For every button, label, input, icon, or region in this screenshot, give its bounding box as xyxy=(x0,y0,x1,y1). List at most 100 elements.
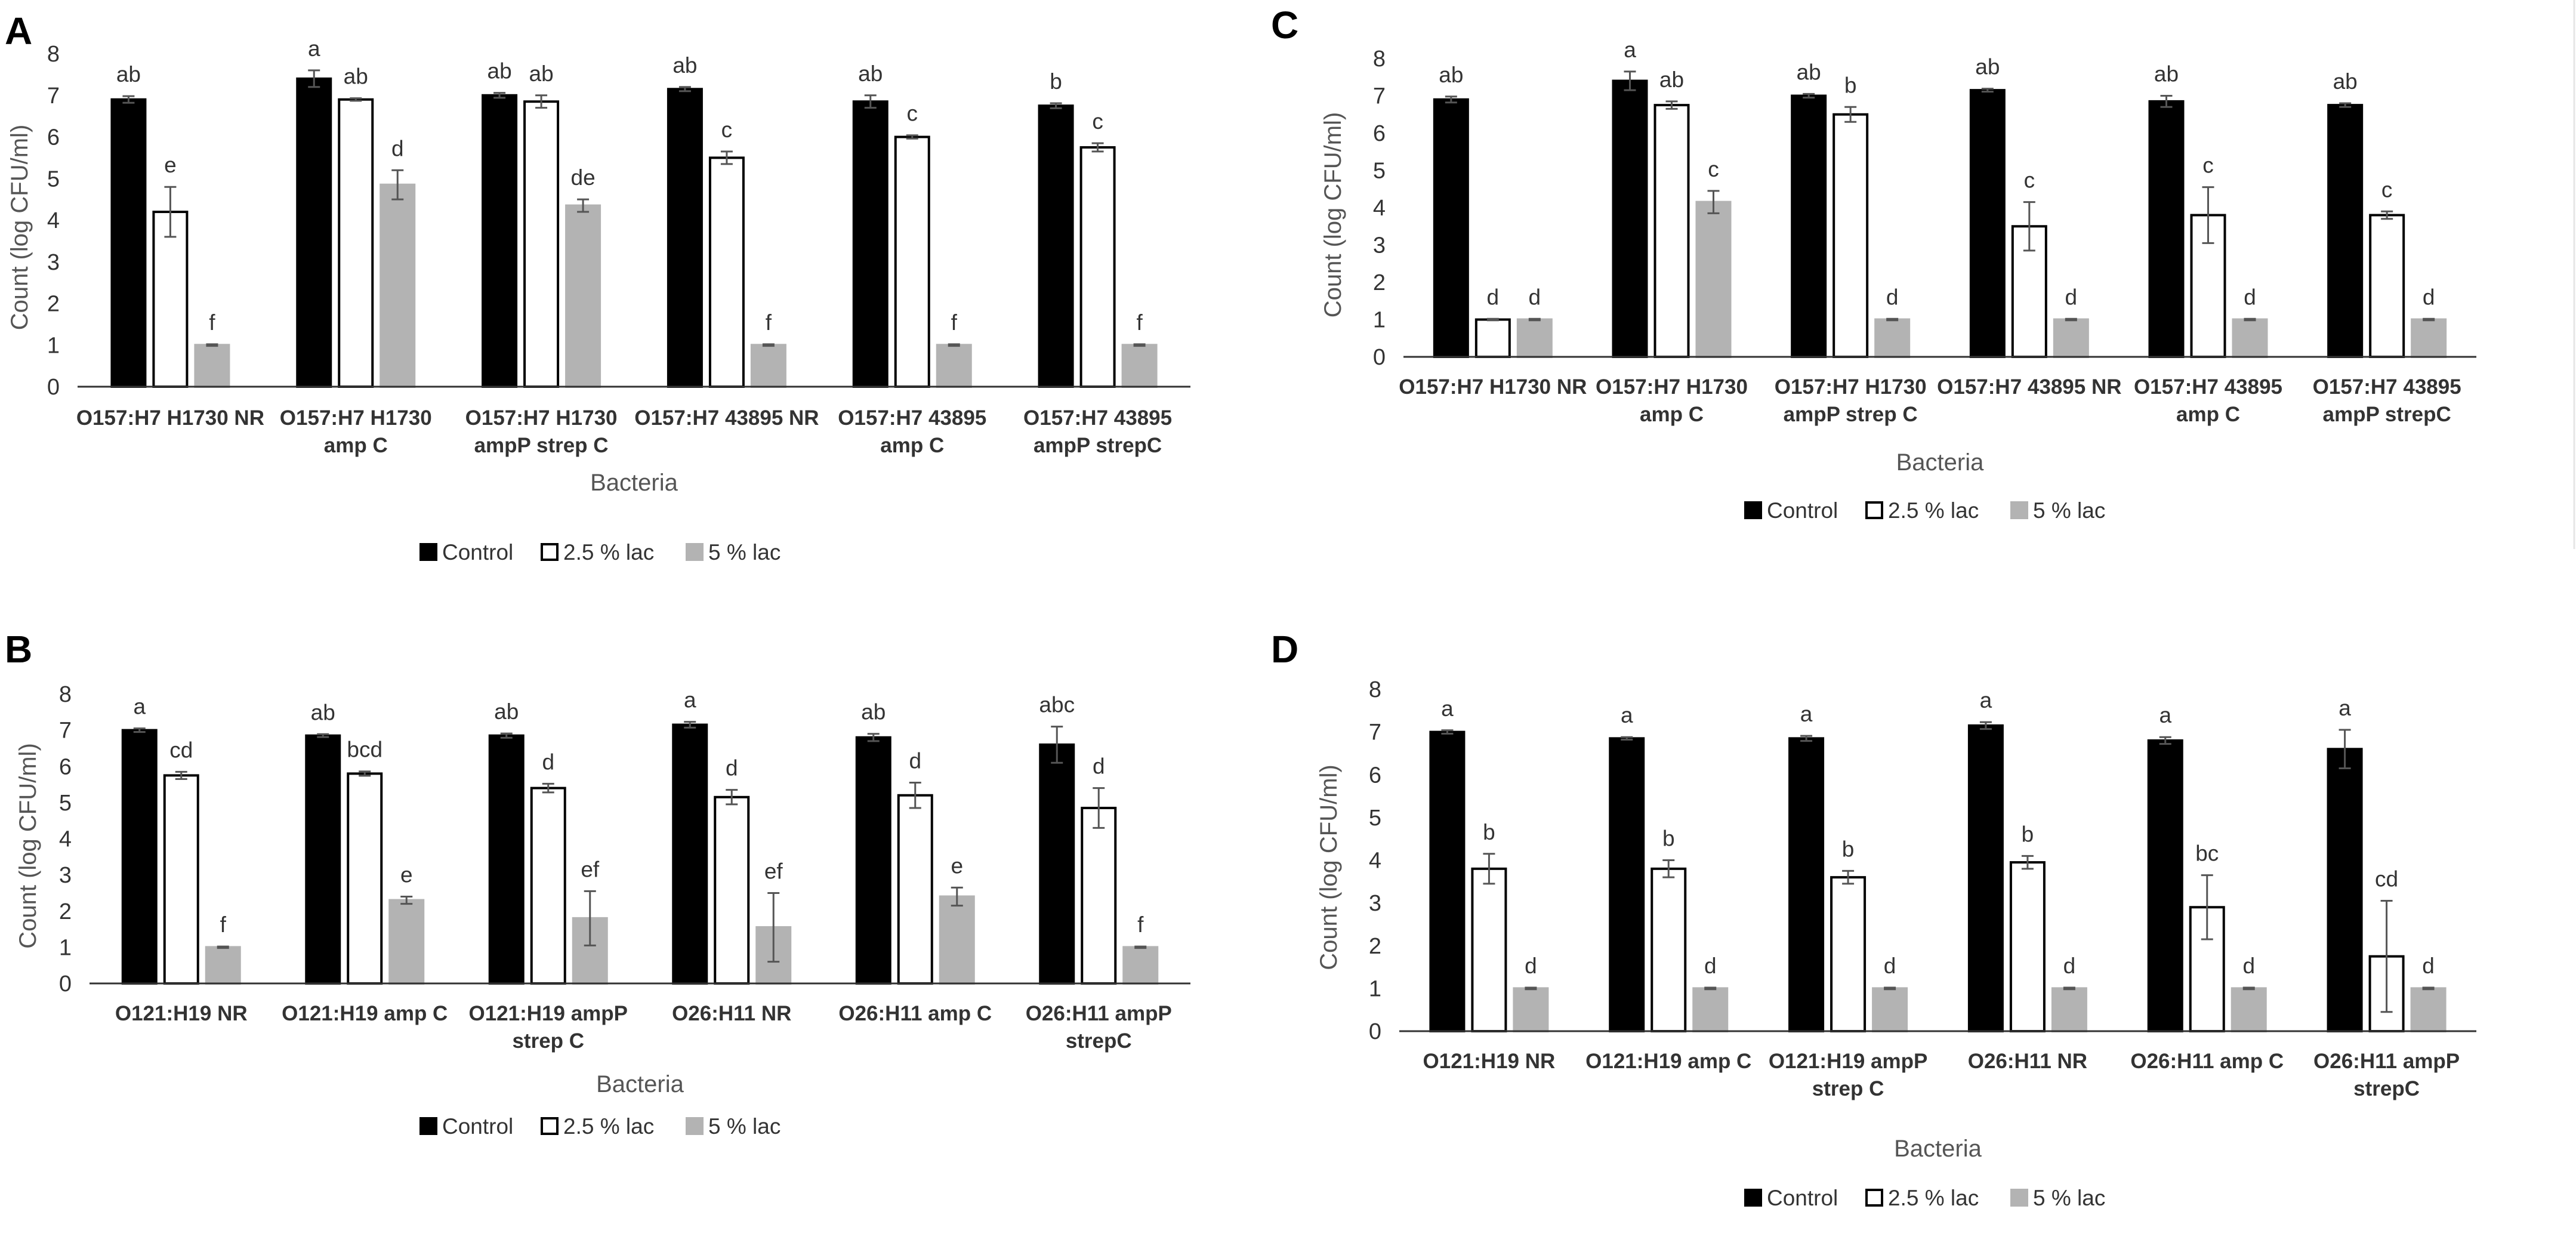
y-tick-label: 3 xyxy=(1373,233,1386,258)
significance-label: d xyxy=(2244,285,2256,309)
bar-lac5 xyxy=(388,899,425,985)
bar-lac5 xyxy=(2051,987,2087,1032)
category-label: O26:H11 amp C xyxy=(2130,1050,2284,1073)
legend-swatch xyxy=(2010,1189,2028,1207)
error-bar xyxy=(317,733,329,738)
category-label: O157:H7 43895 NR xyxy=(1937,375,2121,399)
bar-control xyxy=(110,98,147,388)
y-tick-label: 6 xyxy=(1373,121,1386,146)
error-bar xyxy=(2423,317,2435,322)
significance-label: f xyxy=(220,912,227,937)
significance-label: c xyxy=(721,118,733,142)
bar-control xyxy=(1967,724,2004,1032)
significance-label: c xyxy=(2202,153,2214,178)
significance-label: ab xyxy=(488,59,512,84)
significance-label: d xyxy=(2423,285,2435,309)
bar-lac5 xyxy=(939,895,975,985)
legend: Control 2.5 % lac 5 % lac xyxy=(419,1114,780,1139)
bar-control xyxy=(667,88,703,388)
error-bar xyxy=(206,343,218,347)
significance-label: d xyxy=(726,756,738,781)
y-tick-label: 0 xyxy=(47,375,60,400)
error-bar xyxy=(164,186,177,238)
significance-label: a xyxy=(1624,38,1636,62)
y-tick-label: 2 xyxy=(1373,270,1386,295)
bar-lac5 xyxy=(1695,201,1732,358)
category-label: O121:H19 amp C xyxy=(1585,1050,1751,1073)
bar-control xyxy=(1039,743,1075,985)
significance-label: ef xyxy=(581,857,600,881)
significance-label: b xyxy=(2022,822,2034,846)
category-label: O157:H7 H1730 NR xyxy=(76,406,264,430)
y-tick-label: 7 xyxy=(59,718,72,744)
y-tick-label: 5 xyxy=(47,166,60,192)
error-bar xyxy=(535,94,548,109)
category-label: O26:H11 ampP xyxy=(1026,1002,1172,1025)
significance-label: a xyxy=(133,695,146,719)
bar-lac25 xyxy=(347,772,383,985)
bar-control xyxy=(1791,94,1827,358)
error-bar xyxy=(175,770,187,780)
bar-lac25 xyxy=(523,100,560,388)
significance-label: abc xyxy=(1039,693,1075,717)
category-label: O26:H11 ampP xyxy=(2313,1050,2460,1073)
significance-label: bc xyxy=(2195,841,2219,866)
bar-lac25 xyxy=(1651,867,1687,1032)
legend-swatch xyxy=(1865,501,1883,519)
y-tick-label: 4 xyxy=(59,827,72,852)
bar-control xyxy=(1609,737,1645,1033)
category-label: O157:H7 43895 xyxy=(2134,375,2282,399)
category-label: O157:H7 H1730 xyxy=(465,406,618,430)
error-bar xyxy=(2023,201,2035,252)
bar-lac5 xyxy=(565,204,601,388)
error-bar xyxy=(400,896,413,905)
bar-lac25 xyxy=(1079,146,1116,388)
significance-label: d xyxy=(2065,285,2078,309)
bar-control xyxy=(2327,104,2364,358)
category-label: O121:H19 NR xyxy=(1423,1050,1556,1073)
bar-control xyxy=(1038,104,1074,388)
legend: Control 2.5 % lac 5 % lac xyxy=(1744,1186,2105,1210)
error-bar xyxy=(1884,986,1896,991)
significance-label: ab xyxy=(1659,67,1684,92)
category-label: amp C xyxy=(2176,403,2240,426)
category-label: O157:H7 H1730 xyxy=(1775,375,1927,399)
category-label: O157:H7 43895 xyxy=(2313,375,2461,399)
error-bar xyxy=(1093,787,1105,829)
y-tick-label: 8 xyxy=(47,42,60,67)
category-label: ampP strep C xyxy=(474,434,609,457)
bar-lac25 xyxy=(2009,861,2046,1033)
error-bar xyxy=(2063,986,2075,991)
bar-lac25 xyxy=(708,156,745,388)
category-label: amp C xyxy=(1640,403,1704,426)
bar-lac25 xyxy=(1081,806,1117,985)
y-tick-label: 6 xyxy=(1369,763,1381,788)
y-tick-label: 0 xyxy=(1369,1019,1381,1044)
error-bar xyxy=(1844,106,1857,123)
significance-label: c xyxy=(1092,109,1103,134)
legend-swatch xyxy=(2010,501,2028,519)
significance-label: b xyxy=(1842,837,1855,861)
bar-lac25 xyxy=(1471,867,1507,1032)
y-tick-label: 5 xyxy=(1369,806,1381,831)
bar-lac25 xyxy=(897,794,933,985)
y-tick-label: 1 xyxy=(1369,976,1381,1001)
legend-swatch xyxy=(686,1117,704,1135)
error-bar xyxy=(2202,186,2214,244)
bar-lac5 xyxy=(2410,987,2447,1032)
significance-label: a xyxy=(308,36,320,61)
category-label: O157:H7 43895 xyxy=(838,406,986,430)
significance-label: d xyxy=(1886,285,1899,309)
legend-label: Control xyxy=(442,1114,513,1139)
significance-label: d xyxy=(1529,285,1541,309)
y-tick-label: 3 xyxy=(1369,891,1381,916)
error-bar xyxy=(542,782,554,794)
significance-label: ab xyxy=(344,64,368,89)
significance-label: e xyxy=(400,863,413,887)
bar-control xyxy=(1433,98,1469,358)
bar-lac5 xyxy=(2053,318,2089,358)
category-label: strep C xyxy=(512,1029,584,1053)
legend: Control 2.5 % lac 5 % lac xyxy=(419,540,780,565)
error-bar xyxy=(726,789,738,806)
